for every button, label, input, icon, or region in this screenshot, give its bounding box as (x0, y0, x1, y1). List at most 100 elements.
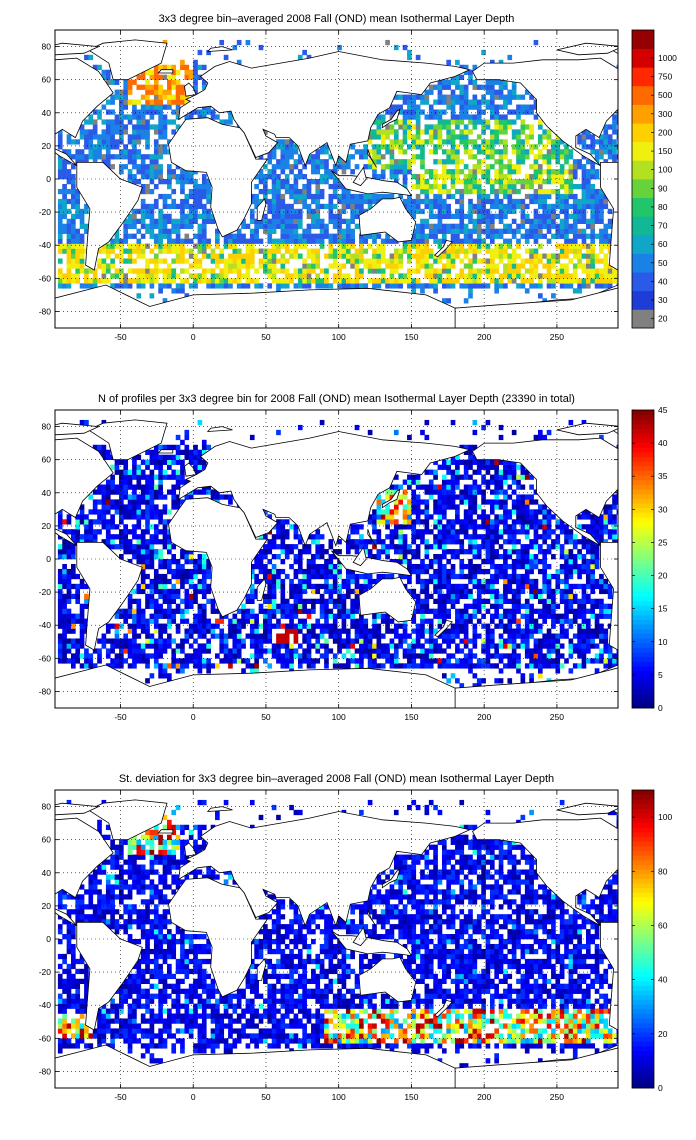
bin-cell (215, 243, 220, 249)
bin-cell (385, 653, 390, 659)
bin-cell (332, 188, 338, 195)
bin-cell (407, 653, 412, 659)
bin-cell (398, 253, 403, 259)
bin-cell (359, 258, 364, 264)
bin-cell (188, 179, 194, 185)
bin-cell (188, 623, 194, 629)
bin-cell (559, 628, 565, 634)
x-tick-label: 0 (191, 332, 196, 342)
bin-cell (280, 164, 286, 170)
bin-cell (175, 578, 181, 585)
bin-cell (289, 278, 294, 284)
bin-cell (581, 638, 587, 644)
bin-cell (263, 554, 268, 560)
bin-cell (520, 109, 526, 115)
bin-cell (110, 663, 115, 669)
bin-cell (459, 573, 465, 580)
bin-cell (57, 588, 63, 595)
bin-cell (263, 223, 268, 229)
bin-cell (280, 223, 286, 229)
bin-cell (446, 188, 451, 195)
bin-cell (476, 169, 482, 175)
bin-cell (577, 263, 582, 269)
bin-cell (167, 278, 172, 284)
bin-cell (236, 59, 242, 66)
bin-cell (188, 554, 194, 560)
bin-cell (132, 139, 137, 145)
bin-cell (424, 223, 430, 229)
bin-cell (79, 223, 85, 229)
bin-cell (92, 663, 98, 669)
bin-cell (341, 169, 347, 175)
bin-cell (206, 618, 211, 624)
bin-cell (437, 119, 443, 125)
bin-cell (297, 243, 303, 249)
bin-cell (450, 179, 456, 185)
bin-cell (398, 164, 403, 170)
bin-cell (581, 243, 587, 249)
bin-cell (555, 573, 561, 580)
bin-cell (380, 193, 386, 200)
bin-cell (162, 638, 168, 644)
bin-cell (568, 563, 574, 570)
bin-cell (529, 228, 534, 234)
bin-cell (319, 193, 325, 200)
bin-cell (114, 243, 120, 249)
bin-cell (167, 119, 172, 125)
bin-cell (424, 233, 430, 239)
bin-cell (280, 638, 286, 644)
bin-cell (284, 203, 290, 210)
colorbar-swatch (632, 30, 654, 50)
bin-cell (136, 293, 142, 299)
bin-cell (119, 268, 124, 274)
bin-cell (158, 668, 163, 674)
bin-cell (359, 248, 364, 254)
coastline (556, 42, 618, 56)
bin-cell (385, 618, 390, 624)
bin-cell (503, 653, 508, 659)
bin-cell (463, 253, 469, 259)
bin-cell (332, 253, 338, 259)
bin-cell (581, 633, 587, 639)
bin-cell (542, 663, 548, 669)
bin-cell (472, 99, 478, 105)
bin-cell (612, 124, 617, 130)
bin-cell (324, 598, 329, 604)
bin-cell (136, 554, 142, 560)
bin-cell (302, 598, 307, 604)
bin-cell (459, 228, 465, 234)
bin-cell (594, 273, 600, 279)
bin-cell (263, 633, 268, 639)
bin-cell (254, 268, 259, 274)
bin-cell (79, 134, 85, 140)
bin-cell (537, 608, 543, 614)
bin-cell (546, 164, 552, 170)
bin-cell (503, 248, 508, 254)
bin-cell (184, 223, 190, 229)
bin-cell (219, 253, 225, 259)
bin-cell (380, 144, 386, 150)
bin-cell (441, 124, 447, 130)
bin-cell (564, 149, 569, 155)
bin-cell (345, 253, 351, 259)
bin-cell (529, 623, 534, 629)
bin-cell (428, 283, 434, 289)
bin-cell (267, 248, 273, 254)
bin-cell (402, 119, 408, 125)
bin-cell (607, 273, 613, 279)
bin-cell (603, 198, 609, 205)
bin-cell (153, 568, 159, 575)
bin-cell (407, 198, 412, 205)
bin-cell (441, 159, 447, 165)
bin-cell (127, 248, 133, 254)
bin-cell (276, 638, 281, 644)
bin-cell (236, 233, 242, 239)
bin-cell (249, 588, 255, 595)
bin-cell (280, 149, 286, 155)
bin-cell (188, 653, 194, 659)
colorbar-label: 90 (658, 183, 668, 193)
bin-cell (184, 248, 190, 254)
bin-cell (376, 174, 382, 180)
bin-cell (206, 643, 211, 649)
bin-cell (494, 104, 499, 110)
